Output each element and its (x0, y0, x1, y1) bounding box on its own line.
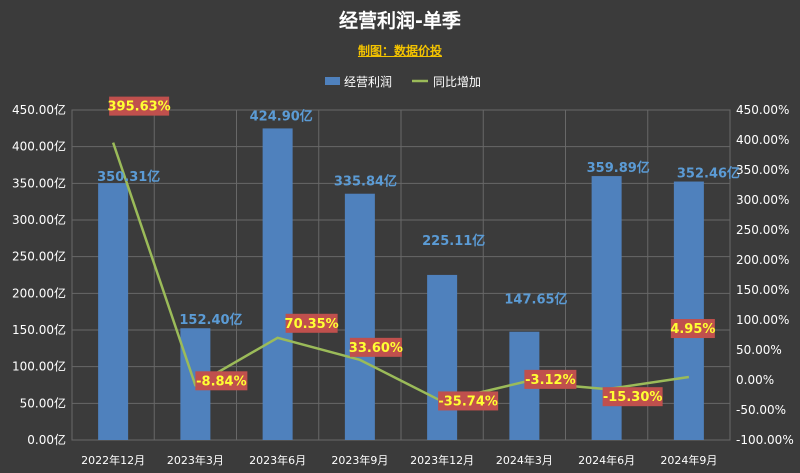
pct-label-box (285, 313, 338, 333)
y-left-tick-label: 150.00亿 (12, 322, 66, 337)
pct-label-box (602, 387, 663, 407)
y-right-tick-label: 100.00% (736, 313, 789, 327)
y-left-tick-label: 250.00亿 (12, 249, 66, 264)
pct-value-label: 395.63% (108, 100, 171, 115)
legend-label-line: 同比增加 (433, 75, 481, 89)
pct-value-label: 4.95% (670, 322, 715, 337)
legend-swatch-bar (325, 77, 340, 85)
pct-value-label: 70.35% (285, 317, 339, 332)
chart-title: 经营利润-单季 (339, 10, 461, 32)
bar (98, 183, 129, 440)
pct-label-box (195, 371, 248, 391)
x-tick-label: 2023年12月 (410, 453, 474, 467)
y-right-tick-label: 250.00% (736, 223, 789, 237)
y-left-tick-label: 450.00亿 (12, 102, 66, 117)
chart-subtitle: 制图：数据价投 (357, 44, 442, 58)
y-right-tick-label: -100.00% (736, 433, 794, 447)
bar-value-label: 225.11亿 (422, 233, 485, 249)
y-right-tick-label: 50.00% (736, 343, 782, 357)
bar (262, 128, 293, 440)
y-left-tick-label: 400.00亿 (12, 139, 66, 154)
legend-label-bar: 经营利润 (344, 75, 392, 89)
y-right-tick-label: 300.00% (736, 193, 789, 207)
pct-label-box (438, 391, 499, 411)
y-right-tick-label: 150.00% (736, 283, 789, 297)
y-right-tick-label: 200.00% (736, 253, 789, 267)
y-left-tick-label: 50.00亿 (20, 395, 66, 410)
x-tick-label: 2024年3月 (496, 453, 553, 467)
pct-value-label: -15.30% (603, 390, 663, 405)
x-tick-label: 2024年6月 (578, 453, 635, 467)
bar-value-label: 152.40亿 (179, 312, 242, 328)
x-tick-label: 2023年6月 (249, 453, 306, 467)
y-left-tick-label: 350.00亿 (12, 175, 66, 190)
bar-value-label: 350.31亿 (97, 169, 160, 185)
y-left-tick-label: 100.00亿 (12, 359, 66, 374)
x-tick-label: 2024年9月 (660, 453, 717, 467)
y-left-tick-label: 300.00亿 (12, 212, 66, 227)
y-left-tick-label: 0.00亿 (27, 432, 66, 447)
y-right-tick-label: -50.00% (736, 403, 786, 417)
bar-value-label: 359.89亿 (587, 160, 650, 176)
x-tick-label: 2023年9月 (331, 453, 388, 467)
x-tick-label: 2023年3月 (167, 453, 224, 467)
y-right-tick-label: 350.00% (736, 163, 789, 177)
pct-value-label: 33.60% (349, 341, 403, 356)
bar-value-label: 424.90亿 (250, 108, 313, 124)
pct-value-label: -3.12% (525, 373, 576, 388)
pct-value-label: -35.74% (438, 394, 498, 409)
bar (427, 274, 458, 440)
bar-value-label: 147.65亿 (504, 292, 567, 308)
y-right-tick-label: 450.00% (736, 103, 789, 117)
bar (673, 181, 704, 440)
y-left-tick-label: 200.00亿 (12, 285, 66, 300)
bar (344, 193, 375, 440)
pct-label-box (109, 96, 170, 116)
bar-value-label: 335.84亿 (334, 174, 397, 190)
bar-value-label: 352.46亿 (677, 166, 740, 182)
pct-label-box (670, 319, 715, 339)
pct-value-label: -8.84% (196, 374, 247, 389)
y-right-tick-label: 400.00% (736, 133, 789, 147)
pct-label-box (524, 369, 577, 389)
x-tick-label: 2022年12月 (81, 453, 145, 467)
y-right-tick-label: 0.00% (736, 373, 774, 387)
pct-label-box (349, 337, 402, 357)
